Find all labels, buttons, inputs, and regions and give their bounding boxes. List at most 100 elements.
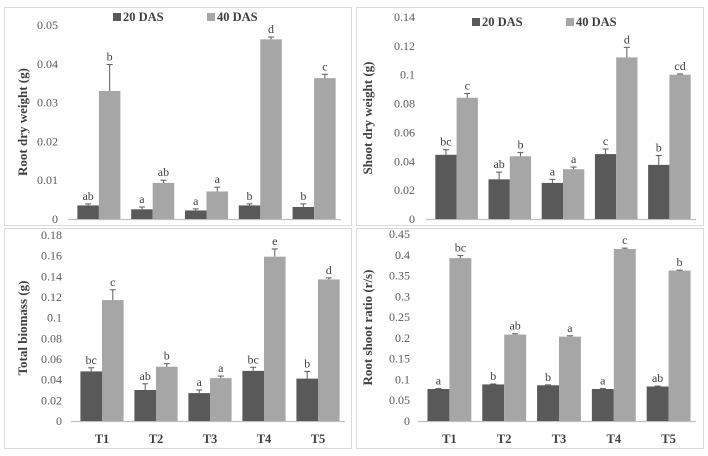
bar-40-das-t2	[504, 334, 527, 421]
bar-20-das-t3	[537, 385, 559, 421]
bar-40-das-t4	[613, 248, 636, 421]
significance-letter: bc	[86, 353, 97, 367]
bar-40-das-t2	[152, 182, 175, 219]
y-tick-label: 0	[404, 414, 410, 428]
y-tick-label: 0.14	[394, 10, 415, 24]
bar-40-das-t4	[264, 256, 286, 421]
bar-20-das-t3	[184, 210, 207, 219]
x-category-label: T1	[442, 432, 457, 446]
panel-root-dry-weight: 0 0.01 0.02 0.03 0.04 0.05 Root dry weight (g)…	[15, 10, 341, 226]
y-tick-label: 0.25	[389, 310, 410, 324]
y-tick-label: 0	[52, 212, 58, 226]
bar-20-das-t3	[188, 393, 210, 421]
bar-20-das-t2	[482, 384, 505, 421]
bar-40-das-t3	[559, 336, 581, 421]
significance-letter: bc	[455, 241, 466, 255]
bar-40-das-t3	[210, 378, 232, 421]
y-tick-label: 0.05	[37, 18, 58, 32]
significance-letter: a	[193, 194, 199, 208]
significance-letter: a	[139, 192, 145, 206]
bar-20-das-t4	[591, 389, 614, 421]
significance-letter: b	[517, 138, 523, 152]
bar-20-das-t1	[77, 205, 99, 219]
x-category-label: T4	[257, 432, 272, 446]
x-category-label: T2	[497, 432, 512, 446]
bar-40-das-t4	[260, 39, 282, 219]
significance-letter: b	[490, 369, 496, 383]
significance-letter: d	[326, 263, 332, 277]
legend-entry: 20 DAS	[123, 10, 164, 24]
significance-letter: d	[624, 32, 630, 46]
y-tick-label: 0.18	[41, 228, 62, 242]
significance-letter: d	[268, 22, 274, 36]
significance-letter: b	[656, 141, 662, 155]
y-tick-label: 0.35	[389, 269, 410, 283]
legend-entry: 20 DAS	[482, 15, 523, 29]
x-category-label: T3	[203, 432, 218, 446]
y-tick-label: 0.45	[389, 227, 410, 241]
bar-40-das-t4	[616, 57, 638, 220]
y-axis-label: Shoot dry weight (g)	[360, 61, 375, 174]
y-tick-label: 0.04	[41, 373, 62, 387]
y-tick-label: 0.15	[389, 352, 410, 366]
legend-swatch	[113, 13, 121, 21]
significance-letter: ab	[509, 319, 520, 333]
y-tick-label: 0.02	[41, 393, 62, 407]
y-tick-label: 0.04	[37, 57, 58, 71]
y-tick-label: 0.06	[394, 125, 415, 139]
x-category-label: T1	[95, 432, 110, 446]
legend-swatch	[207, 13, 215, 21]
significance-letter: c	[110, 275, 115, 289]
legend-entry: 40 DAS	[217, 10, 258, 24]
significance-letter: ab	[158, 165, 169, 179]
bar-20-das-t1	[435, 154, 457, 219]
bar-40-das-t3	[206, 191, 229, 219]
y-tick-label: 0.08	[394, 97, 415, 111]
significance-letter: bc	[248, 352, 259, 366]
bar-40-das-t2	[156, 366, 178, 421]
bar-40-das-t1	[449, 258, 472, 421]
bar-40-das-t5	[318, 279, 340, 421]
y-tick-label: 0.4	[395, 248, 410, 262]
y-tick-label: 0.05	[389, 393, 410, 407]
y-tick-label: 0.12	[41, 290, 62, 304]
significance-letter: b	[300, 189, 306, 203]
bar-20-das-t2	[131, 209, 153, 219]
significance-letter: a	[215, 172, 221, 186]
bar-40-das-t5	[669, 74, 691, 219]
x-category-label: T5	[661, 432, 676, 446]
y-tick-label: 0.12	[394, 39, 415, 53]
bar-40-das-t1	[98, 90, 121, 220]
significance-letter: a	[567, 321, 573, 335]
panel-total-biomass: 0 0.02 0.04 0.06 0.08 0.1 0.12 0.14 0.16 0.18 Tota…	[15, 228, 345, 446]
y-axis-label: Root shoot ratio (r/s)	[360, 270, 375, 386]
significance-letter: ab	[652, 371, 663, 385]
significance-letter: c	[603, 134, 608, 148]
y-tick-label: 0.03	[37, 96, 58, 110]
bar-20-das-t5	[648, 164, 670, 219]
y-tick-label: 0.14	[41, 269, 62, 283]
y-tick-label: 0.3	[395, 289, 410, 303]
y-tick-label: 0.04	[394, 154, 415, 168]
significance-letter: bc	[440, 135, 451, 149]
x-category-label: T2	[149, 432, 164, 446]
significance-letter: cd	[674, 59, 685, 73]
bar-20-das-t1	[80, 371, 102, 421]
significance-letter: c	[465, 78, 470, 92]
y-tick-label: 0.02	[37, 134, 58, 148]
significance-letter: b	[545, 370, 551, 384]
y-tick-label: 0.08	[41, 331, 62, 345]
significance-letter: a	[571, 152, 577, 166]
bar-20-das-t2	[488, 179, 510, 219]
significance-letter: e	[272, 234, 277, 248]
significance-letter: b	[107, 50, 113, 64]
significance-letter: a	[197, 375, 203, 389]
panel-frame-root-dry-weight	[4, 7, 352, 226]
significance-letter: b	[164, 349, 170, 363]
bar-20-das-t4	[242, 370, 264, 421]
panel-shoot-dry-weight: 0 0.02 0.04 0.06 0.08 0.1 0.12 0.14 Shoot dry we…	[360, 10, 696, 226]
bar-40-das-t5	[668, 270, 691, 421]
significance-letter: a	[550, 164, 556, 178]
bar-40-das-t1	[102, 300, 124, 421]
panel-frame-root-shoot-ratio	[356, 228, 704, 449]
